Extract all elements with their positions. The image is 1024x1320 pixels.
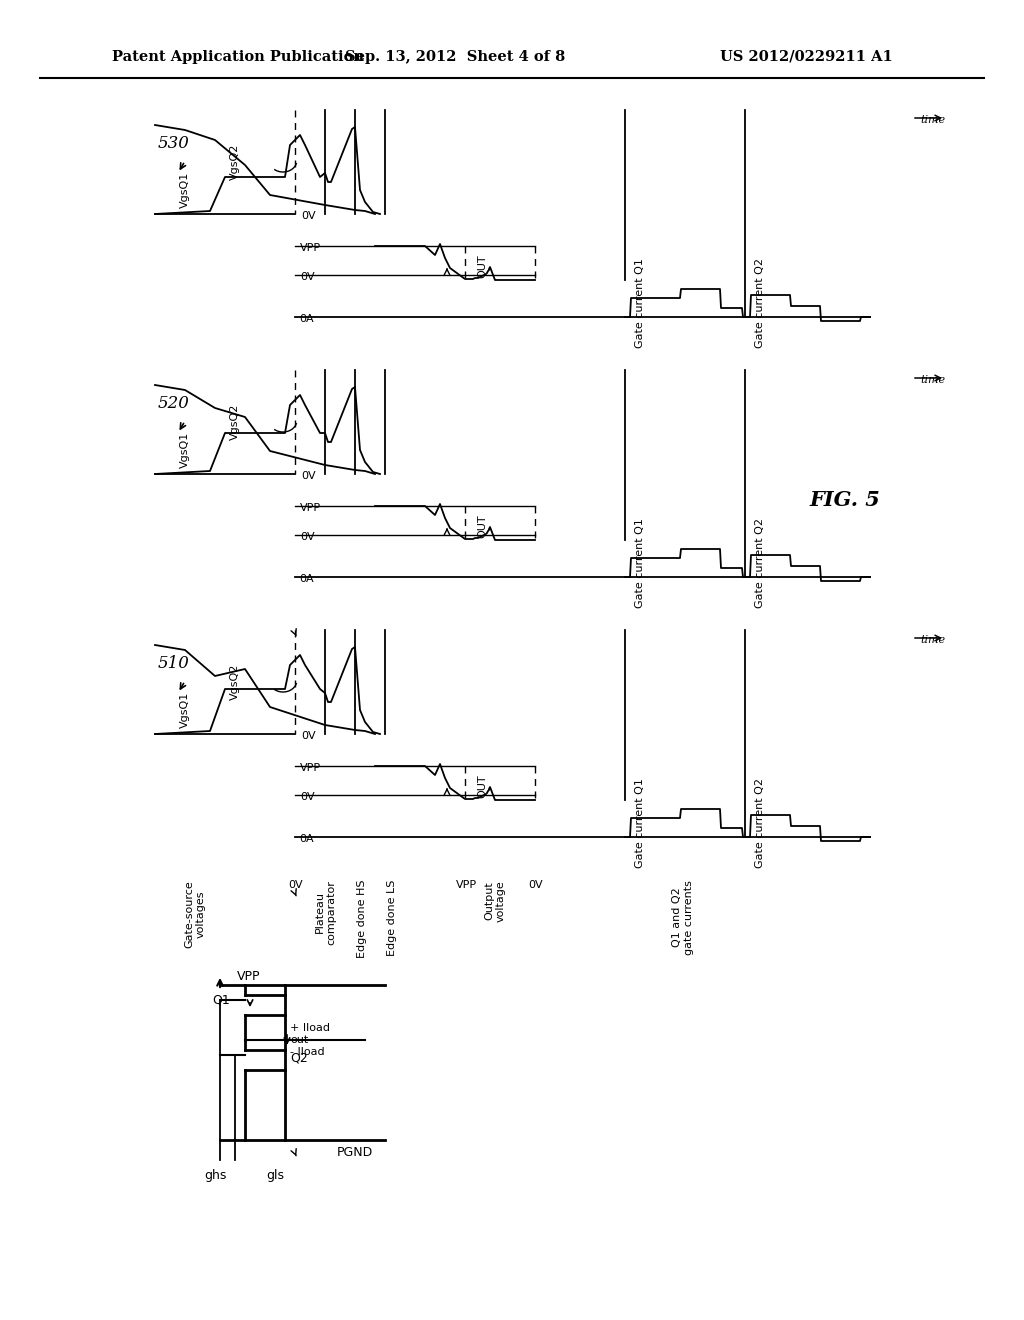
Text: Gate-source
voltages: Gate-source voltages [184, 880, 206, 948]
Text: Gate current Q1: Gate current Q1 [635, 777, 645, 869]
Text: 0V: 0V [301, 471, 315, 480]
Text: time: time [920, 375, 945, 385]
Text: Q1 and Q2
gate currents: Q1 and Q2 gate currents [672, 880, 694, 954]
Text: Gate current Q2: Gate current Q2 [755, 777, 765, 869]
Text: time: time [920, 115, 945, 125]
Text: VPP: VPP [300, 763, 322, 774]
Text: VgsQ2: VgsQ2 [230, 664, 240, 700]
Text: 510: 510 [158, 655, 189, 672]
Text: US 2012/0229211 A1: US 2012/0229211 A1 [720, 50, 893, 63]
Text: Gate current Q2: Gate current Q2 [755, 517, 765, 609]
Text: 0V: 0V [300, 792, 314, 803]
Text: 0A: 0A [299, 314, 313, 323]
Text: 0A: 0A [299, 574, 313, 583]
Text: Edge done LS: Edge done LS [387, 880, 397, 957]
Text: VPP: VPP [300, 503, 322, 513]
Text: + Iload: + Iload [290, 1023, 330, 1034]
Text: Q2: Q2 [290, 1052, 308, 1064]
Text: Edge done HS: Edge done HS [357, 880, 367, 958]
Text: VPP: VPP [300, 243, 322, 253]
Text: VgsQ2: VgsQ2 [230, 404, 240, 440]
Text: ghs: ghs [204, 1168, 226, 1181]
Text: Plateau
comparator: Plateau comparator [315, 880, 337, 945]
Text: OUT: OUT [477, 515, 487, 537]
Text: 0V: 0V [289, 880, 303, 890]
Text: FIG. 5: FIG. 5 [810, 490, 881, 510]
Text: VgsQ1: VgsQ1 [180, 172, 190, 209]
Text: 520: 520 [158, 395, 189, 412]
Text: 0V: 0V [301, 211, 315, 220]
Text: gls: gls [266, 1168, 284, 1181]
Text: Patent Application Publication: Patent Application Publication [112, 50, 364, 63]
Text: VPP: VPP [237, 970, 260, 983]
Text: Q1: Q1 [212, 994, 230, 1006]
Text: Gate current Q1: Gate current Q1 [635, 517, 645, 609]
Text: VgsQ1: VgsQ1 [180, 692, 190, 729]
Text: Gate current Q2: Gate current Q2 [755, 257, 765, 348]
Text: Gate current Q1: Gate current Q1 [635, 259, 645, 348]
Text: VgsQ2: VgsQ2 [230, 144, 240, 181]
Text: Output
voltage: Output voltage [484, 880, 506, 921]
Text: OUT: OUT [477, 775, 487, 797]
Text: VPP: VPP [456, 880, 476, 890]
Text: 0A: 0A [299, 834, 313, 843]
Text: 0V: 0V [300, 532, 314, 543]
Text: 530: 530 [158, 135, 189, 152]
Text: - Iload: - Iload [290, 1047, 325, 1057]
Text: out: out [290, 1035, 308, 1045]
Text: OUT: OUT [477, 255, 487, 277]
Text: 0V: 0V [300, 272, 314, 282]
Text: PGND: PGND [337, 1146, 373, 1159]
Text: 0V: 0V [528, 880, 544, 890]
Text: 0V: 0V [301, 731, 315, 741]
Text: VgsQ1: VgsQ1 [180, 432, 190, 469]
Text: Sep. 13, 2012  Sheet 4 of 8: Sep. 13, 2012 Sheet 4 of 8 [345, 50, 565, 63]
Text: time: time [920, 635, 945, 645]
